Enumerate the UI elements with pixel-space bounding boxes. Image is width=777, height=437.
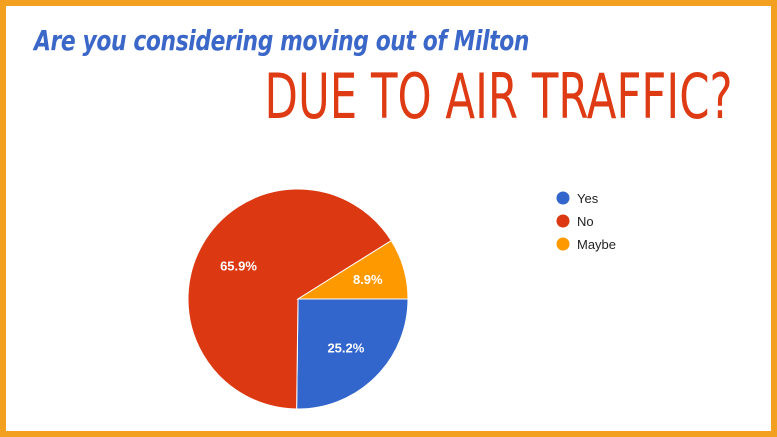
- title-question-line: Are you considering moving out of Milton: [34, 24, 530, 57]
- legend-label-no: No: [577, 214, 594, 229]
- pie-slices: [187, 188, 409, 410]
- pie-slice-maybe: [296, 239, 409, 300]
- pie-slice-label-yes: 25.2%: [327, 341, 364, 356]
- pie-slice-label-maybe: 8.9%: [353, 272, 383, 287]
- chart-legend: Yes No Maybe: [556, 191, 616, 252]
- legend-marker-yes: [556, 191, 570, 205]
- legend-marker-maybe: [556, 237, 570, 251]
- title-headline: DUE TO AIR TRAFFIC?: [265, 60, 733, 133]
- pie-slice-yes: [296, 298, 409, 410]
- legend-label-yes: Yes: [577, 191, 599, 206]
- pie-slice-no: [187, 188, 392, 410]
- legend-label-maybe: Maybe: [577, 237, 616, 252]
- pie-slice-labels: 25.2% 65.9% 8.9%: [220, 259, 383, 356]
- legend-marker-no: [556, 214, 570, 228]
- pie-slice-label-no: 65.9%: [220, 259, 257, 274]
